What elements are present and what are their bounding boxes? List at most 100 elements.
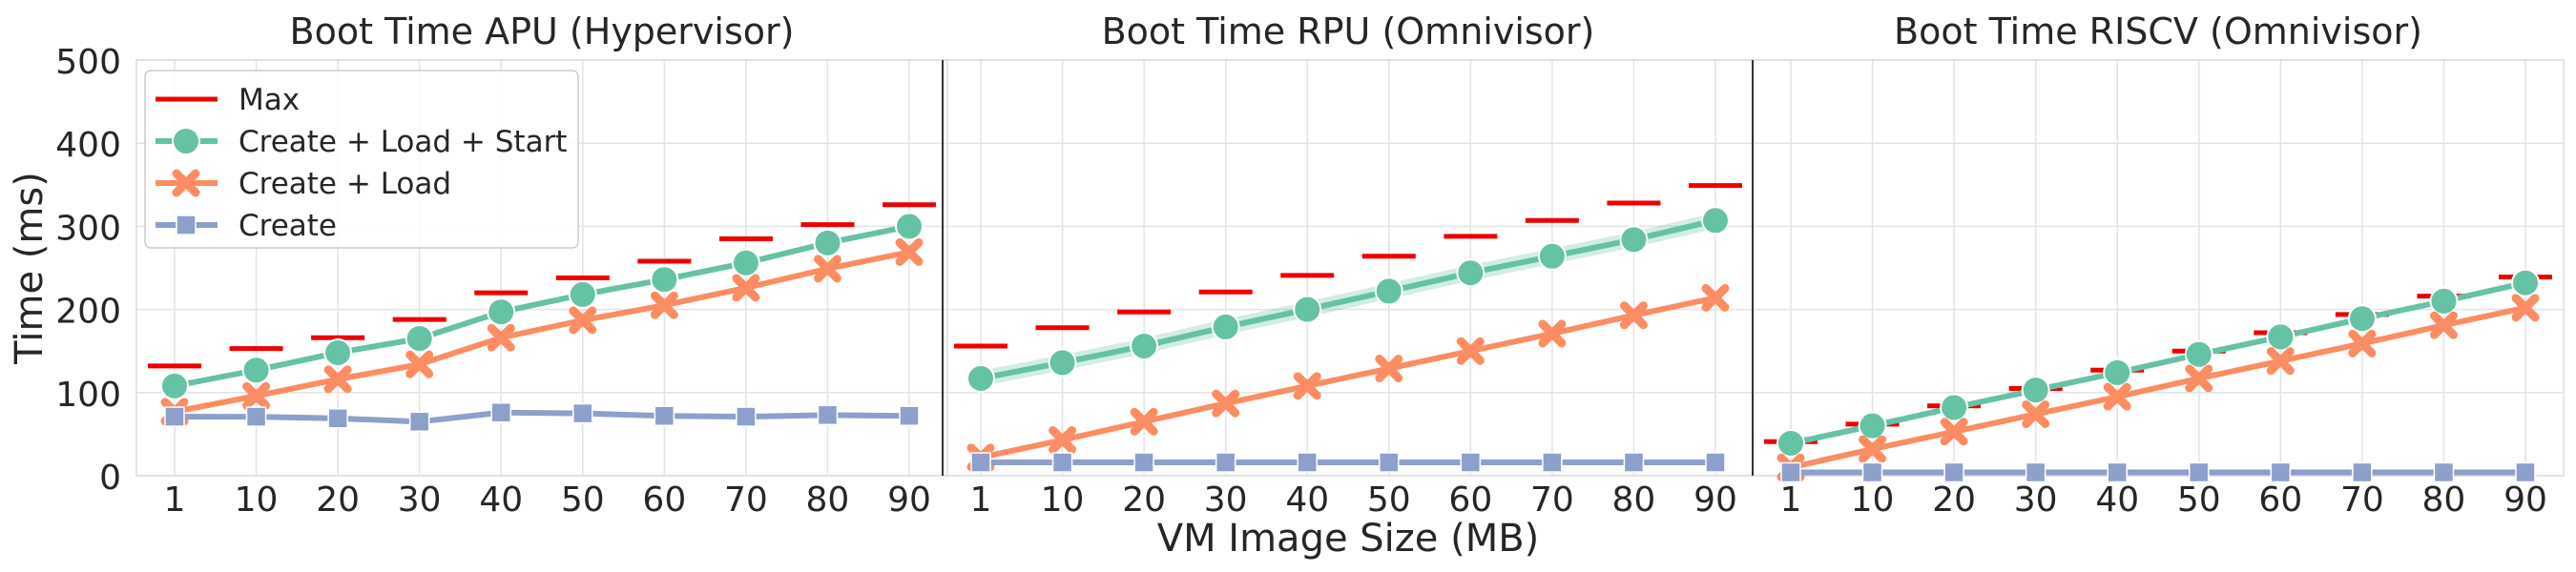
series-max bbox=[954, 183, 1742, 349]
data-point-c bbox=[1379, 452, 1400, 473]
data-point-cl bbox=[1049, 426, 1077, 455]
data-point-c bbox=[2025, 461, 2046, 483]
x-tick-label: 70 bbox=[724, 480, 768, 520]
data-point-cl bbox=[1212, 389, 1240, 418]
series-cl bbox=[966, 283, 1730, 472]
data-point-c bbox=[970, 452, 991, 473]
x-tick-label: 30 bbox=[2014, 480, 2058, 520]
data-point-c bbox=[408, 411, 430, 433]
data-point-cl bbox=[2103, 382, 2131, 411]
series-line-cls bbox=[174, 223, 910, 389]
data-point-c bbox=[2107, 461, 2128, 483]
x-tick-label: 20 bbox=[316, 480, 360, 520]
legend-label: Create + Load bbox=[239, 167, 451, 201]
data-point-cls bbox=[1537, 241, 1567, 271]
data-point-cls bbox=[2103, 358, 2132, 387]
data-point-cls bbox=[241, 356, 271, 385]
data-point-c bbox=[164, 406, 185, 427]
data-point-cl bbox=[650, 291, 678, 319]
chart-panel-3: Boot Time RISCV (Omnivisor) 1 10 20 30 40 50 60… bbox=[1752, 10, 2565, 520]
series-cl bbox=[1776, 294, 2540, 481]
data-point-cls bbox=[731, 248, 760, 277]
data-point-c bbox=[1943, 461, 1964, 483]
x-tick-label: 90 bbox=[2503, 480, 2547, 520]
data-point-c bbox=[1705, 452, 1726, 473]
y-tick-label: 500 bbox=[55, 43, 121, 82]
legend-marker bbox=[172, 127, 200, 155]
series-cls bbox=[966, 206, 1730, 393]
chart-panel-1: Boot Time APU (Hypervisor) 0 100 200 300 400 5… bbox=[55, 10, 948, 520]
data-point-cl bbox=[569, 306, 597, 335]
data-point-cls bbox=[487, 297, 516, 327]
legend: Max Create + Load + Start Create + Load Cre… bbox=[144, 70, 579, 249]
data-point-c bbox=[2189, 461, 2210, 483]
data-point-cls bbox=[1776, 428, 1805, 458]
data-point-cl bbox=[405, 350, 434, 378]
data-point-cls bbox=[160, 371, 189, 400]
data-point-cls bbox=[568, 279, 597, 309]
x-tick-label: 60 bbox=[2258, 480, 2302, 520]
series-line-cls bbox=[1790, 279, 2526, 446]
legend-entry-max: Max bbox=[156, 83, 300, 117]
x-axis-label: VM Image Size (MB) bbox=[1157, 517, 1540, 561]
x-tick-label: 70 bbox=[2340, 480, 2384, 520]
legend-entry-cl: Create + Load bbox=[156, 167, 451, 201]
data-point-cl bbox=[1940, 418, 1968, 446]
data-point-cls bbox=[2429, 286, 2459, 316]
data-point-c bbox=[899, 405, 920, 426]
series-line-cl bbox=[1790, 304, 2526, 471]
legend-label: Create + Load + Start bbox=[239, 125, 567, 159]
y-tick-label: 400 bbox=[55, 126, 121, 165]
series-cls bbox=[160, 212, 924, 400]
series-cl bbox=[160, 237, 924, 426]
data-point-cls bbox=[1858, 411, 1887, 440]
data-point-cls bbox=[2511, 268, 2540, 297]
x-tick-label: 60 bbox=[1448, 480, 1492, 520]
data-point-cls bbox=[650, 265, 679, 295]
data-point-cl bbox=[2266, 347, 2295, 376]
data-point-cl bbox=[1619, 301, 1648, 330]
data-point-cl bbox=[1130, 407, 1158, 436]
x-tick-label: 80 bbox=[2422, 480, 2466, 520]
data-point-cls bbox=[1456, 258, 1485, 288]
series-line-cl bbox=[980, 295, 1716, 460]
y-tick-label: 0 bbox=[99, 459, 121, 498]
data-point-cl bbox=[242, 381, 271, 410]
data-point-cl bbox=[487, 323, 515, 352]
data-point-cls bbox=[2184, 339, 2213, 369]
data-point-cl bbox=[2185, 364, 2213, 393]
data-point-c bbox=[490, 401, 511, 423]
x-tick-label: 50 bbox=[1367, 480, 1411, 520]
data-point-c bbox=[1780, 461, 1801, 483]
series-line-c bbox=[175, 409, 910, 425]
data-point-c bbox=[1460, 452, 1482, 473]
y-tick-label: 200 bbox=[55, 293, 121, 332]
data-point-c bbox=[1297, 452, 1318, 473]
data-point-cls bbox=[323, 337, 353, 367]
x-tick-label: 1 bbox=[970, 480, 992, 520]
data-point-cl bbox=[1293, 372, 1321, 400]
data-point-cl bbox=[1538, 319, 1567, 348]
data-point-cl bbox=[895, 237, 924, 266]
data-point-c bbox=[736, 406, 757, 427]
x-tick-label: 60 bbox=[642, 480, 686, 520]
data-point-cls bbox=[1130, 331, 1159, 360]
data-point-cls bbox=[1940, 393, 1969, 422]
chart-title: Boot Time RISCV (Omnivisor) bbox=[1894, 10, 2422, 52]
x-tick-label: 80 bbox=[806, 480, 850, 520]
data-point-cl bbox=[2348, 329, 2377, 358]
data-point-c bbox=[817, 404, 839, 426]
data-point-c bbox=[1215, 452, 1236, 473]
data-point-c bbox=[2352, 461, 2373, 483]
series-c bbox=[970, 452, 1726, 473]
data-point-cls bbox=[1619, 225, 1649, 255]
data-point-cl bbox=[2022, 399, 2050, 428]
series-line-cl bbox=[174, 249, 910, 415]
x-tick-label: 10 bbox=[1041, 480, 1085, 520]
data-point-c bbox=[2515, 461, 2536, 483]
y-tick-label: 100 bbox=[55, 376, 121, 415]
series-c bbox=[1780, 461, 2536, 483]
x-tick-label: 80 bbox=[1612, 480, 1656, 520]
x-tick-label: 90 bbox=[1693, 480, 1737, 520]
data-point-cl bbox=[1701, 283, 1730, 312]
